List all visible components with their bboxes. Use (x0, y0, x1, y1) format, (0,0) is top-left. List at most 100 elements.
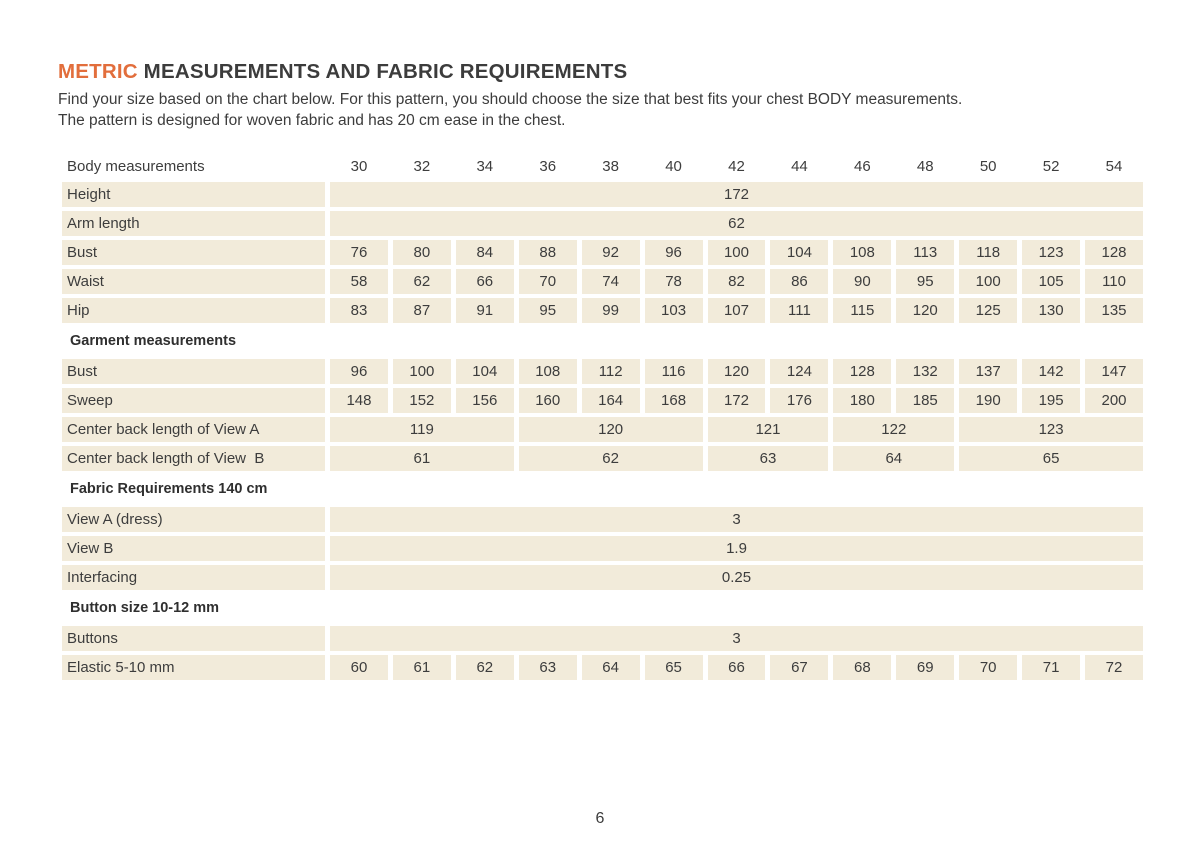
value-cell: 61 (392, 655, 451, 680)
table-row: Center back length of View A 119 120 121 122… (62, 417, 1143, 442)
value-cell: 104 (455, 359, 514, 384)
value-cell: 108 (518, 359, 577, 384)
value-cell: 104 (770, 240, 829, 265)
intro-line-1: Find your size based on the chart below.… (58, 91, 963, 108)
value-cell: 76 (330, 240, 388, 265)
value-cell: 96 (330, 359, 388, 384)
value-cell: 69 (896, 655, 955, 680)
merged-value-cell: 3 (330, 626, 1143, 651)
size-column-header: 42 (728, 157, 745, 175)
value-cell: 180 (833, 388, 892, 413)
value-cell: 92 (581, 240, 640, 265)
table-row: View B 1.9 (62, 536, 1143, 561)
value-cell: 156 (455, 388, 514, 413)
row-values: 61 62 63 64 65 (330, 446, 1143, 471)
value-cell: 103 (644, 298, 703, 323)
merged-value-cell: 172 (330, 182, 1143, 207)
value-cell: 120 (896, 298, 955, 323)
value-cell: 95 (518, 298, 577, 323)
row-label: Bust (62, 359, 325, 384)
value-cell: 64 (581, 655, 640, 680)
row-label: Sweep (62, 388, 325, 413)
intro-line-2: The pattern is designed for woven fabric… (58, 112, 566, 129)
merged-value-cell: 1.9 (330, 536, 1143, 561)
value-cell: 115 (833, 298, 892, 323)
value-cell: 195 (1022, 388, 1081, 413)
section-header: Garment measurements (70, 333, 237, 349)
value-cell: 147 (1085, 359, 1143, 384)
value-cell: 70 (518, 269, 577, 294)
size-table: Body measurements 30 32 34 36 38 40 42 44 46 48 50 5… (62, 153, 1143, 680)
value-cell: 111 (770, 298, 829, 323)
value-cell: 142 (1022, 359, 1081, 384)
value-cell: 82 (707, 269, 766, 294)
value-cell: 113 (896, 240, 955, 265)
value-cell: 83 (330, 298, 388, 323)
size-column-header: 46 (853, 157, 871, 175)
value-cell: 112 (581, 359, 640, 384)
table-row: Height 172 (62, 182, 1143, 207)
size-column-header: 54 (1105, 157, 1123, 175)
value-cell: 200 (1085, 388, 1143, 413)
group-value-cell: 122 (833, 417, 955, 442)
table-row: Interfacing 0.25 (62, 565, 1143, 590)
row-label: Center back length of View B (62, 446, 325, 471)
value-cell: 96 (644, 240, 703, 265)
table-row: Center back length of View B 61 62 63 64 65 (62, 446, 1143, 471)
group-value-cell: 120 (518, 417, 703, 442)
value-cell: 80 (392, 240, 451, 265)
value-cell: 152 (392, 388, 451, 413)
value-cell: 68 (833, 655, 892, 680)
value-cell: 88 (518, 240, 577, 265)
row-label: Bust (62, 240, 325, 265)
merged-value-cell: 62 (330, 211, 1143, 236)
row-values: 148 152 156 160 164 168 172 176 180 185 190 195 200 (330, 388, 1143, 413)
row-label: Elastic 5-10 mm (62, 655, 325, 680)
size-column-header: 50 (979, 157, 997, 175)
value-cell: 84 (455, 240, 514, 265)
row-label: Interfacing (62, 565, 325, 590)
row-label: Hip (62, 298, 325, 323)
table-row: Bust 76 80 84 88 92 96 100 104 108 113 118 123 128 (62, 240, 1143, 265)
row-values: 119 120 121 122 123 (330, 417, 1143, 442)
value-cell: 99 (581, 298, 640, 323)
size-columns: 30 32 34 36 38 40 42 44 46 48 50 52 54 (330, 153, 1143, 179)
value-cell: 118 (959, 240, 1018, 265)
group-value-cell: 61 (330, 446, 514, 471)
value-cell: 190 (959, 388, 1018, 413)
row-label: Arm length (62, 211, 325, 236)
row-label: Center back length of View A (62, 417, 325, 442)
merged-value-cell: 3 (330, 507, 1143, 532)
value-cell: 108 (833, 240, 892, 265)
value-cell: 62 (392, 269, 451, 294)
row-label: Height (62, 182, 325, 207)
value-cell: 90 (833, 269, 892, 294)
value-cell: 172 (707, 388, 766, 413)
row-values: 76 80 84 88 92 96 100 104 108 113 118 123 128 (330, 240, 1143, 265)
row-label: View A (dress) (62, 507, 325, 532)
value-cell: 72 (1085, 655, 1143, 680)
section-header: Button size 10-12 mm (70, 600, 220, 616)
value-cell: 135 (1085, 298, 1143, 323)
value-cell: 128 (1085, 240, 1143, 265)
row-label: View B (62, 536, 325, 561)
value-cell: 78 (644, 269, 703, 294)
page-number: 6 (595, 810, 605, 827)
value-cell: 148 (330, 388, 388, 413)
page-title: METRIC MEASUREMENTS AND FABRIC REQUIREME… (58, 60, 1142, 84)
value-cell: 164 (581, 388, 640, 413)
size-column-header: 30 (350, 157, 368, 175)
value-cell: 100 (707, 240, 766, 265)
size-column-header: 52 (1042, 157, 1060, 175)
row-values: 60 61 62 63 64 65 66 67 68 69 70 71 72 (330, 655, 1143, 680)
table-header-label: Body measurements (67, 157, 205, 175)
table-header-row: Body measurements 30 32 34 36 38 40 42 44 46 48 50 5… (62, 153, 1143, 179)
value-cell: 60 (330, 655, 388, 680)
value-cell: 67 (770, 655, 829, 680)
page-title-rest: MEASUREMENTS AND FABRIC REQUIREMENTS (137, 60, 628, 83)
value-cell: 95 (896, 269, 955, 294)
intro-text: Find your size based on the chart below.… (58, 89, 1142, 131)
value-cell: 137 (959, 359, 1018, 384)
size-column-header: 32 (413, 157, 431, 175)
value-cell: 100 (959, 269, 1018, 294)
